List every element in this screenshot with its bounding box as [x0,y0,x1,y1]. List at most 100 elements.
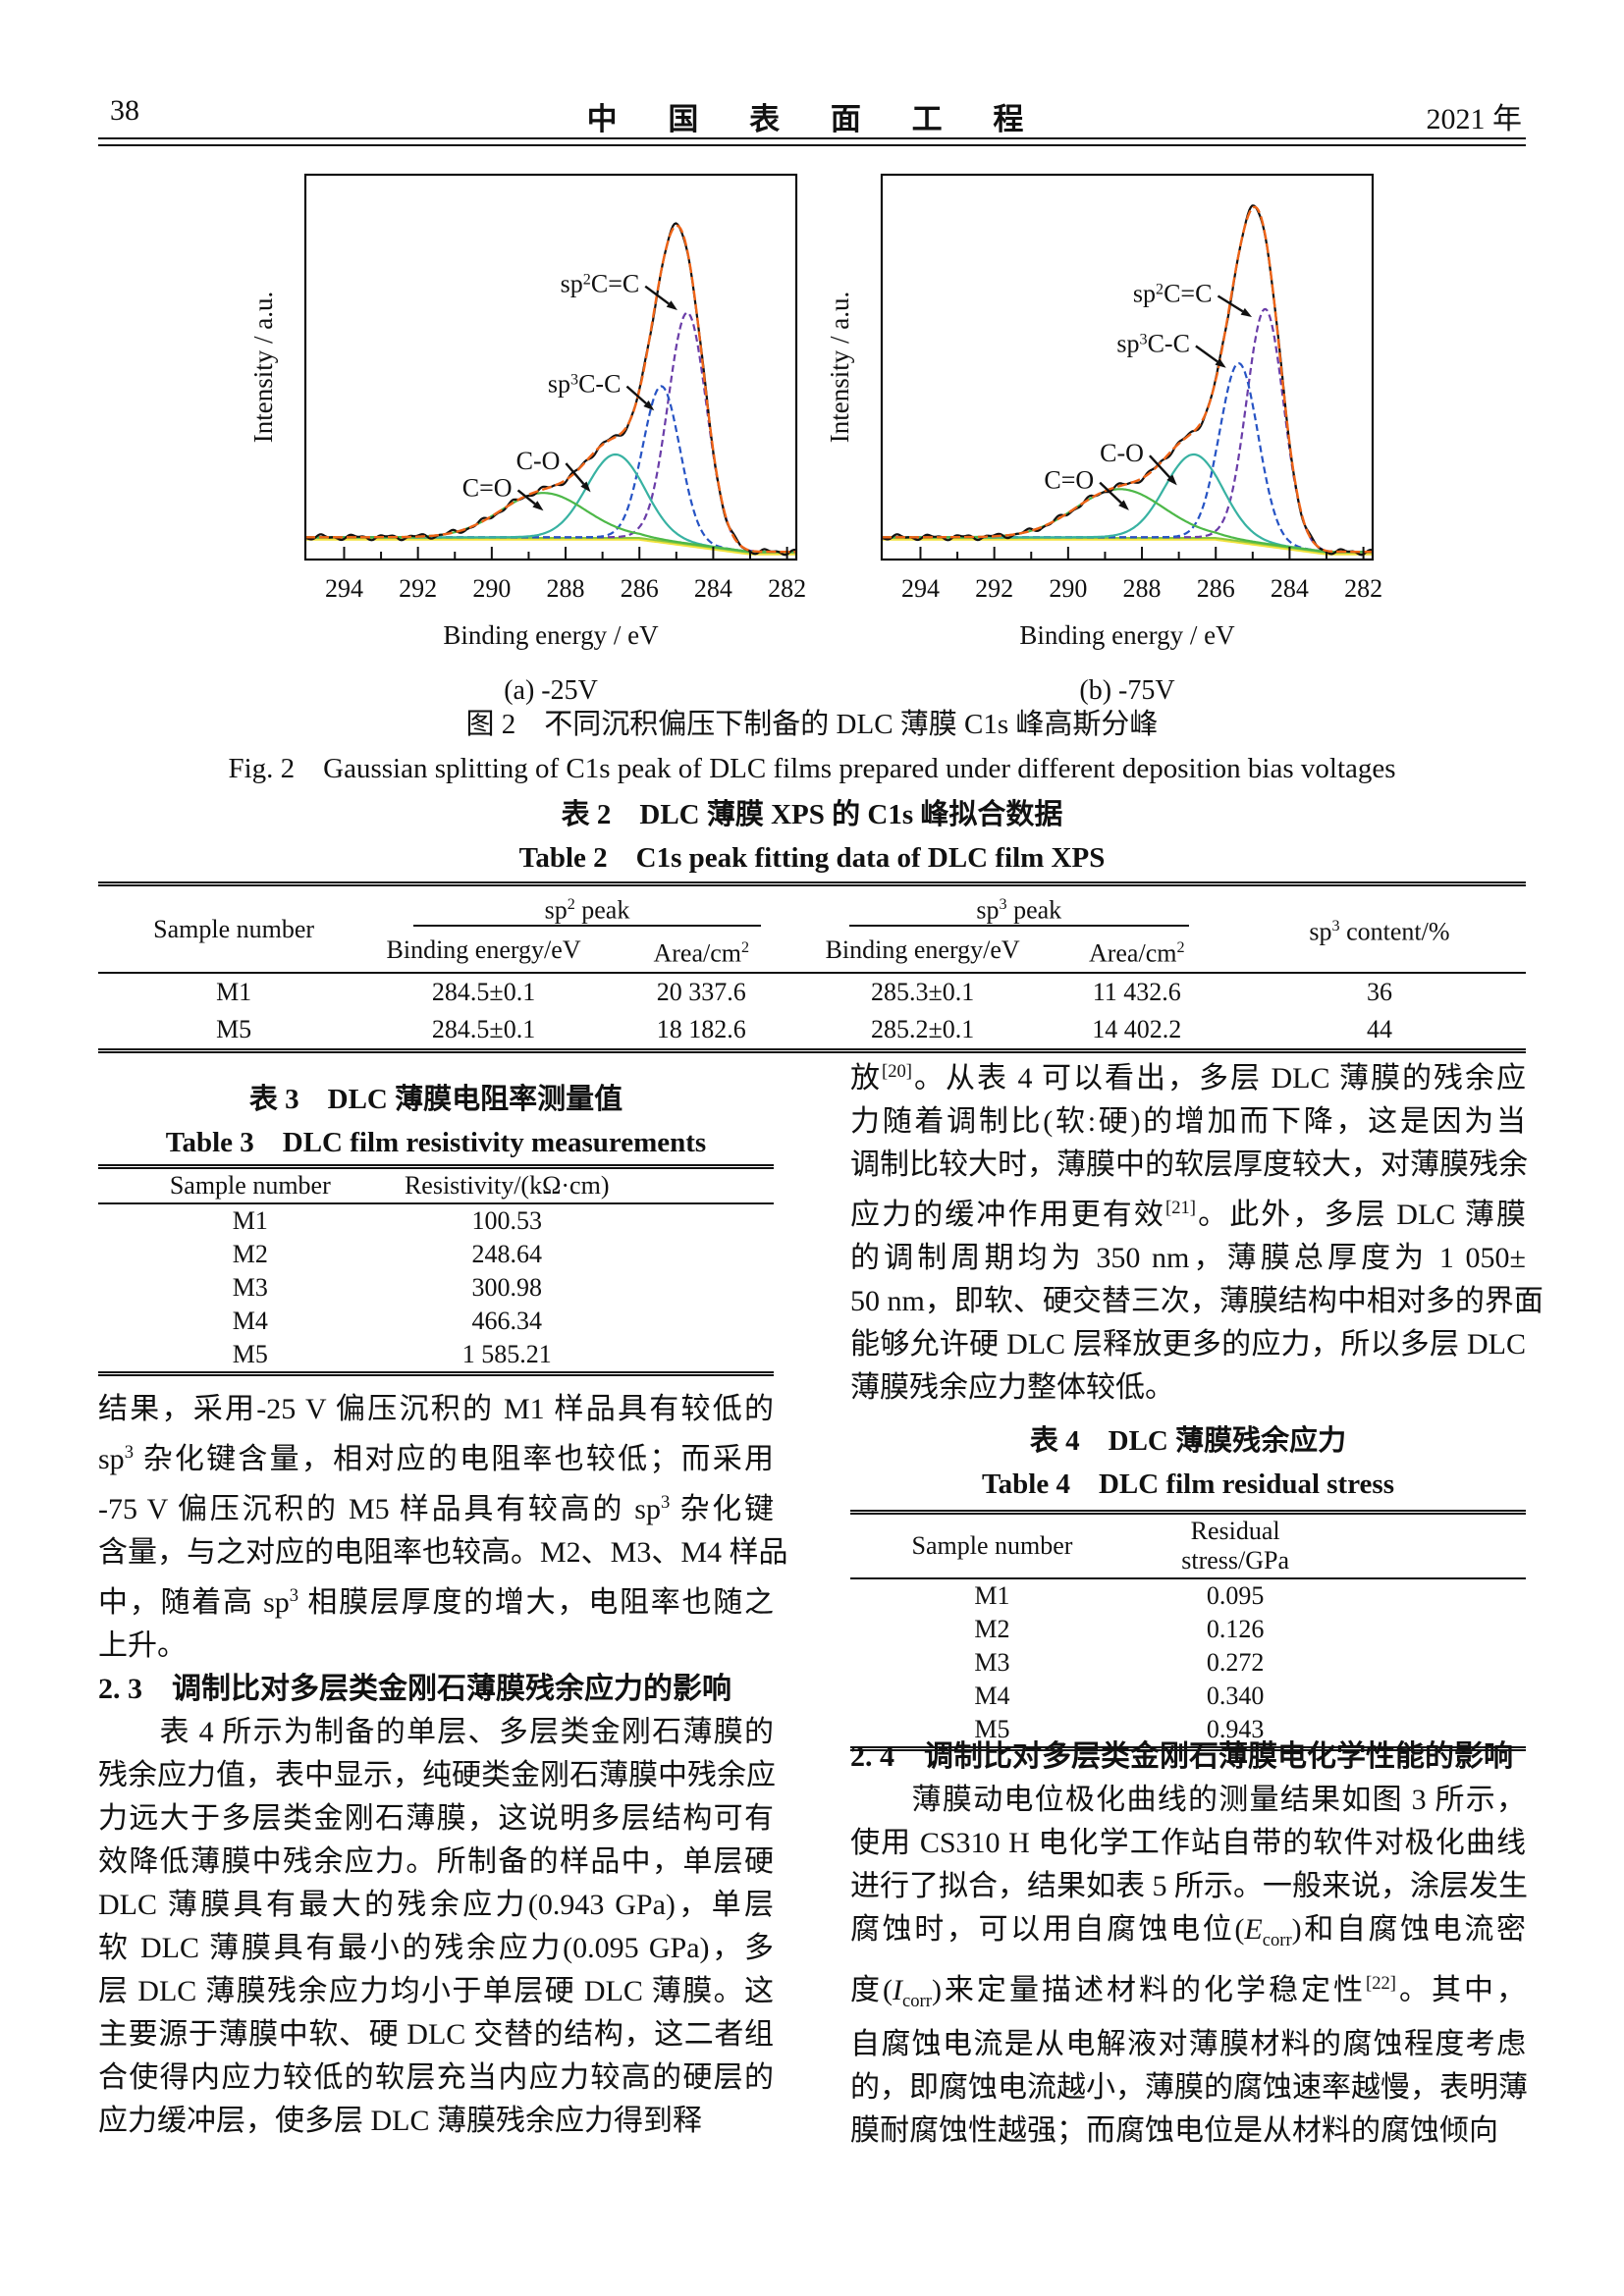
table-cell: 14 402.2 [1092,1015,1182,1044]
col-sample-number: Sample number [98,1166,403,1204]
table-cell: 285.2±0.1 [871,1015,975,1044]
xps-spectrum-b: 294 292 290 288 286 284 282 Binding energy / eV… [825,173,1382,706]
annotation-arrow [565,462,585,485]
table-cell-filler [1336,1613,1526,1646]
annotation-arrowhead [1240,307,1253,318]
table-row: M2 0.126 [850,1613,1526,1646]
header-rule [98,137,1526,146]
annotation-arrowhead [666,300,677,310]
col-area-sp2: Area/cm2 [597,929,805,975]
table4-title: 表 4 DLC 薄膜残余应力 Table 4 DLC film residual… [850,1419,1526,1506]
text-line: 结果，采用-25 V 偏压沉积的 M1 样品具有较低的 [98,1393,774,1425]
table2-title: 表 2 DLC 薄膜 XPS 的 C1s 峰拟合数据 Table 2 C1s p… [98,793,1526,880]
peak-sp2-CC [305,311,796,554]
table-cell: 466.34 [471,1307,542,1335]
text-line: 含量，与之对应的电阻率也较高。M2、M3、M4 样品 [98,1536,788,1569]
figure-caption-en: Fig. 2 Gaussian splitting of C1s peak of… [228,753,1396,784]
text-line: 应力缓冲层，使多层 DLC 薄膜残余应力得到释 [98,2105,702,2137]
xps-plot-b: 294 292 290 288 286 284 282 Binding energy / eV… [776,157,1424,731]
text-line: 能够允许硬 DLC 层释放更多的应力，所以多层 DLC [850,1328,1526,1361]
xps-plot-a: 294 292 290 288 286 284 282 Binding energy / eV… [177,157,825,731]
peak-annotation-label: C=O [1044,466,1094,495]
text-line: 力远大于多层类金刚石薄膜，这说明多层结构可有 [98,1802,774,1835]
annotation-arrow [1099,481,1122,505]
table-cell: 20 337.6 [656,978,746,1007]
col-sample-number: Sample number [850,1512,1134,1579]
table-cell: 284.5±0.1 [431,1015,536,1044]
table-cell: 44 [1366,1015,1392,1044]
annotation-arrow [1149,454,1171,479]
text-line: 放[20]。从表 4 可以看出，多层 DLC 薄膜的残余应 [850,1061,1527,1095]
table-row: M1 0.095 [850,1578,1526,1613]
table-cell-filler [612,1338,774,1374]
text-line: 的调制周期均为 350 nm，薄膜总厚度为 1 050± [850,1242,1526,1274]
annotation-arrow [644,285,670,305]
table-cell: 0.340 [1206,1682,1265,1710]
table-cell: M5 [216,1015,252,1044]
peak-annotation-label: sp2C=C [561,270,640,298]
table-cell: 0.126 [1206,1615,1265,1643]
text-line: 上升。 [98,1629,187,1662]
y-axis-label: Intensity / a.u. [248,292,278,443]
table2: Sample number sp2 peak sp3 peak sp3 cont… [98,881,1526,1054]
plot-frame [303,173,798,561]
table3: Sample number Resistivity/(kΩ·cm) M1 100.… [98,1164,774,1376]
text-line: 膜耐腐蚀性越强；而腐蚀电位是从材料的腐蚀倾向 [850,2114,1498,2147]
text-line: 薄膜动电位极化曲线的测量结果如图 3 所示， [850,1784,1526,1816]
text-line: 主要源于薄膜中软、硬 DLC 交替的结构，这二者组 [98,2018,774,2051]
text-line: 使用 CS310 H 电化学工作站自带的软件对极化曲线 [850,1827,1526,1859]
x-tick-label: 286 [621,574,659,603]
text-line: 进行了拟合，结果如表 5 所示。一般来说，涂层发生 [850,1870,1528,1902]
table-cell-filler [612,1305,774,1338]
text-line: 软 DLC 薄膜具有最小的残余应力(0.095 GPa)，多 [98,1932,774,1964]
table-row: M5 284.5±0.1 18 182.6 285.2±0.1 14 402.2 44 [98,1011,1526,1051]
x-tick-label: 284 [694,574,732,603]
figure-caption: 图 2 不同沉积偏压下制备的 DLC 薄膜 C1s 峰高斯分峰 Fig. 2 G… [98,703,1526,791]
annotation-arrow [625,385,647,404]
peak-annotation-label: sp3C-C [1116,329,1190,357]
x-tick-label: 292 [399,574,437,603]
table-cell: M1 [974,1581,1010,1610]
fit-envelope-curve [305,224,796,554]
table-cell: 300.98 [471,1273,542,1302]
col-binding-energy-sp3: Binding energy/eV [804,929,1041,975]
peak-annotation-label: C-O [516,447,561,475]
table-row: M5 0.943 [850,1713,1526,1749]
table-cell: M5 [974,1715,1010,1743]
x-tick-label: 294 [901,574,940,603]
col-sample-number: Sample number [98,883,370,975]
annotation-arrow [516,489,536,506]
table-cell: M1 [216,978,252,1007]
annotation-arrowhead [580,481,591,493]
annotation-arrowhead [643,400,655,411]
issue-year: 2021 年 [1426,103,1523,135]
x-tick-label: 286 [1197,574,1235,603]
text-line: 度(Icorr)来定量描述材料的化学稳定性[22]。其中， [850,1973,1527,2011]
table-row: M2 248.64 [98,1238,774,1271]
table-cell: 0.943 [1206,1715,1265,1743]
x-tick-label: 288 [547,574,585,603]
col-sp3-content: sp3 content/% [1232,883,1526,975]
x-tick-label: 292 [975,574,1013,603]
x-tick-label: 282 [768,574,806,603]
table-row: M3 0.272 [850,1646,1526,1680]
table-cell: 0.095 [1206,1581,1265,1610]
subplot-caption: (b) -75V [1079,675,1174,706]
table-row: M4 0.340 [850,1680,1526,1713]
table-cell: M2 [974,1615,1010,1643]
x-tick-label: 290 [472,574,511,603]
text-line: 残余应力值，表中显示，纯硬类金刚石薄膜中残余应 [98,1759,776,1791]
table-cell: 36 [1366,978,1392,1007]
journal-title: 中 国 表 面 工 程 [586,102,1038,136]
annotation-arrow [1217,294,1244,313]
table-cell: 11 432.6 [1092,978,1181,1007]
table-cell: M1 [232,1206,268,1235]
text-line: 薄膜残余应力整体较低。 [850,1371,1174,1404]
text-line: 应力的缓冲作用更有效[21]。此外，多层 DLC 薄膜 [850,1198,1527,1231]
annotation-arrow [1195,345,1218,363]
group-sp2-peak: sp2 peak [369,884,804,930]
peak-annotation-label: sp2C=C [1133,280,1213,308]
annotation-arrowhead [1215,358,1226,368]
peak-annotation-label: sp3C-C [548,370,622,399]
